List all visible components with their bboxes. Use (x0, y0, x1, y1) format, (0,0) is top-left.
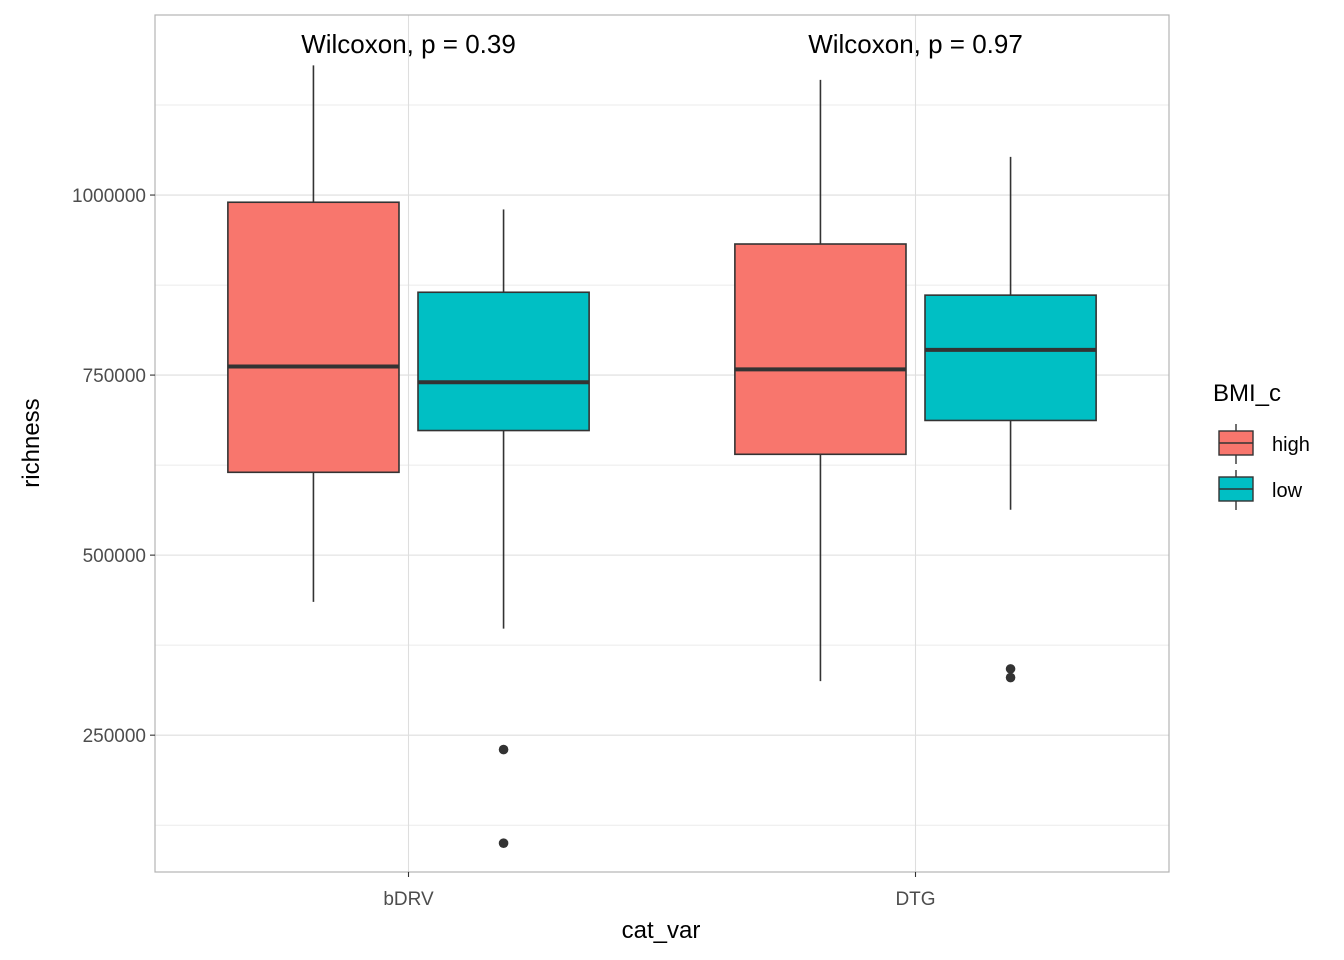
x-axis-title: cat_var (622, 917, 701, 944)
legend-item-high: high (1218, 424, 1310, 464)
y-axis: 250000 500000 750000 1000000 (72, 186, 155, 747)
major-gridlines (155, 15, 1169, 872)
outlier-point (498, 838, 509, 848)
box-low-bDRV (417, 209, 590, 848)
outlier-point (498, 744, 509, 755)
box-high-DTG (734, 79, 907, 682)
box-iqr (924, 294, 1097, 422)
legend: BMI_c high low (1213, 380, 1310, 510)
y-tick-label: 500000 (83, 546, 146, 567)
y-tick-label: 750000 (83, 366, 146, 387)
y-tick-label: 1000000 (72, 186, 146, 207)
box-iqr (417, 291, 590, 432)
legend-title: BMI_c (1213, 380, 1281, 407)
legend-label: low (1272, 480, 1303, 502)
outlier-point (1005, 672, 1016, 683)
box-high-bDRV (227, 65, 400, 602)
y-axis-title: richness (18, 398, 45, 487)
boxes-layer (227, 65, 1097, 848)
box-iqr (227, 201, 400, 474)
y-tick-label: 250000 (83, 726, 146, 747)
wilcoxon-annotation: Wilcoxon, p = 0.97 (808, 29, 1023, 59)
annotations-layer: Wilcoxon, p = 0.39 Wilcoxon, p = 0.97 (301, 29, 1023, 59)
panel-border (154, 14, 1170, 873)
box-iqr (734, 243, 907, 456)
legend-item-low: low (1218, 470, 1303, 510)
x-axis: bDRV DTG (383, 872, 936, 910)
x-tick-label: DTG (895, 889, 935, 910)
legend-label: high (1272, 434, 1310, 456)
wilcoxon-annotation: Wilcoxon, p = 0.39 (301, 29, 516, 59)
x-tick-label: bDRV (383, 889, 434, 910)
outlier-point (1005, 664, 1016, 674)
box-low-DTG (924, 156, 1097, 683)
